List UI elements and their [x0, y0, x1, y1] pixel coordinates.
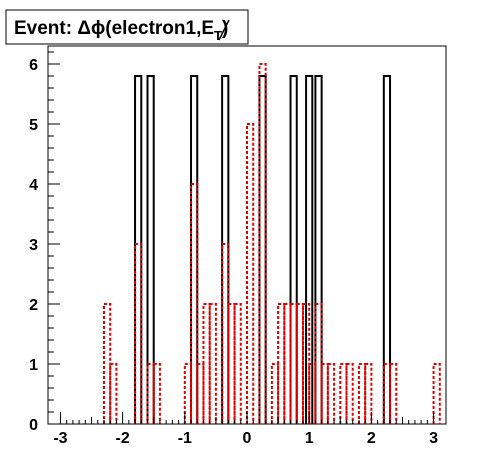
x-tick-label: 1 [305, 430, 314, 447]
y-tick-label: 5 [29, 117, 38, 134]
histogram-bin [246, 123, 255, 424]
histogram-bin [208, 303, 217, 424]
y-tick-label: 6 [29, 57, 38, 74]
y-tick-label: 1 [29, 357, 38, 374]
y-tick-label: 3 [29, 237, 38, 254]
histogram-bin [305, 75, 314, 424]
axis-layer: -3 -2 -1 0 1 2 3 0 1 2 3 4 5 6 [29, 51, 438, 447]
x-tick-label: -3 [53, 430, 67, 447]
y-tick-label: 2 [29, 297, 38, 314]
title-body: (electron1, [105, 18, 201, 39]
x-tick-label: 2 [367, 430, 376, 447]
histogram-bin [152, 363, 161, 424]
series-layer [102, 63, 441, 424]
histogram-bin [345, 363, 354, 424]
histogram-bin [190, 183, 199, 424]
histogram-bin [289, 75, 298, 424]
histogram-bin [134, 243, 143, 424]
title-delta: Δ [77, 18, 91, 39]
histogram-bin [382, 75, 392, 424]
histogram-bin [364, 363, 373, 424]
title-phi: ϕ [91, 18, 105, 39]
title-met: E [201, 18, 214, 39]
x-tick-label: 3 [429, 430, 438, 447]
histogram-bin [109, 363, 118, 424]
title-sub: T [214, 28, 222, 43]
y-tick-label: 0 [29, 417, 38, 434]
x-tick-label: 0 [243, 430, 252, 447]
histogram-bin [326, 363, 336, 424]
x-tick-label: -1 [178, 430, 192, 447]
series-1 [102, 63, 441, 424]
title-box: Event: Δϕ(electron1,ET) [5, 9, 249, 45]
histogram-bin [389, 363, 398, 424]
met-slash [218, 19, 230, 41]
histogram-bin [146, 75, 155, 424]
histogram-bin [314, 75, 323, 424]
title-prefix: Event: [14, 18, 77, 39]
y-tick-label: 4 [29, 177, 38, 194]
histogram-bin [233, 303, 242, 424]
histogram-bin [432, 363, 441, 424]
series-0 [134, 75, 392, 424]
histogram-bin [258, 63, 267, 424]
x-tick-label: -2 [116, 430, 130, 447]
